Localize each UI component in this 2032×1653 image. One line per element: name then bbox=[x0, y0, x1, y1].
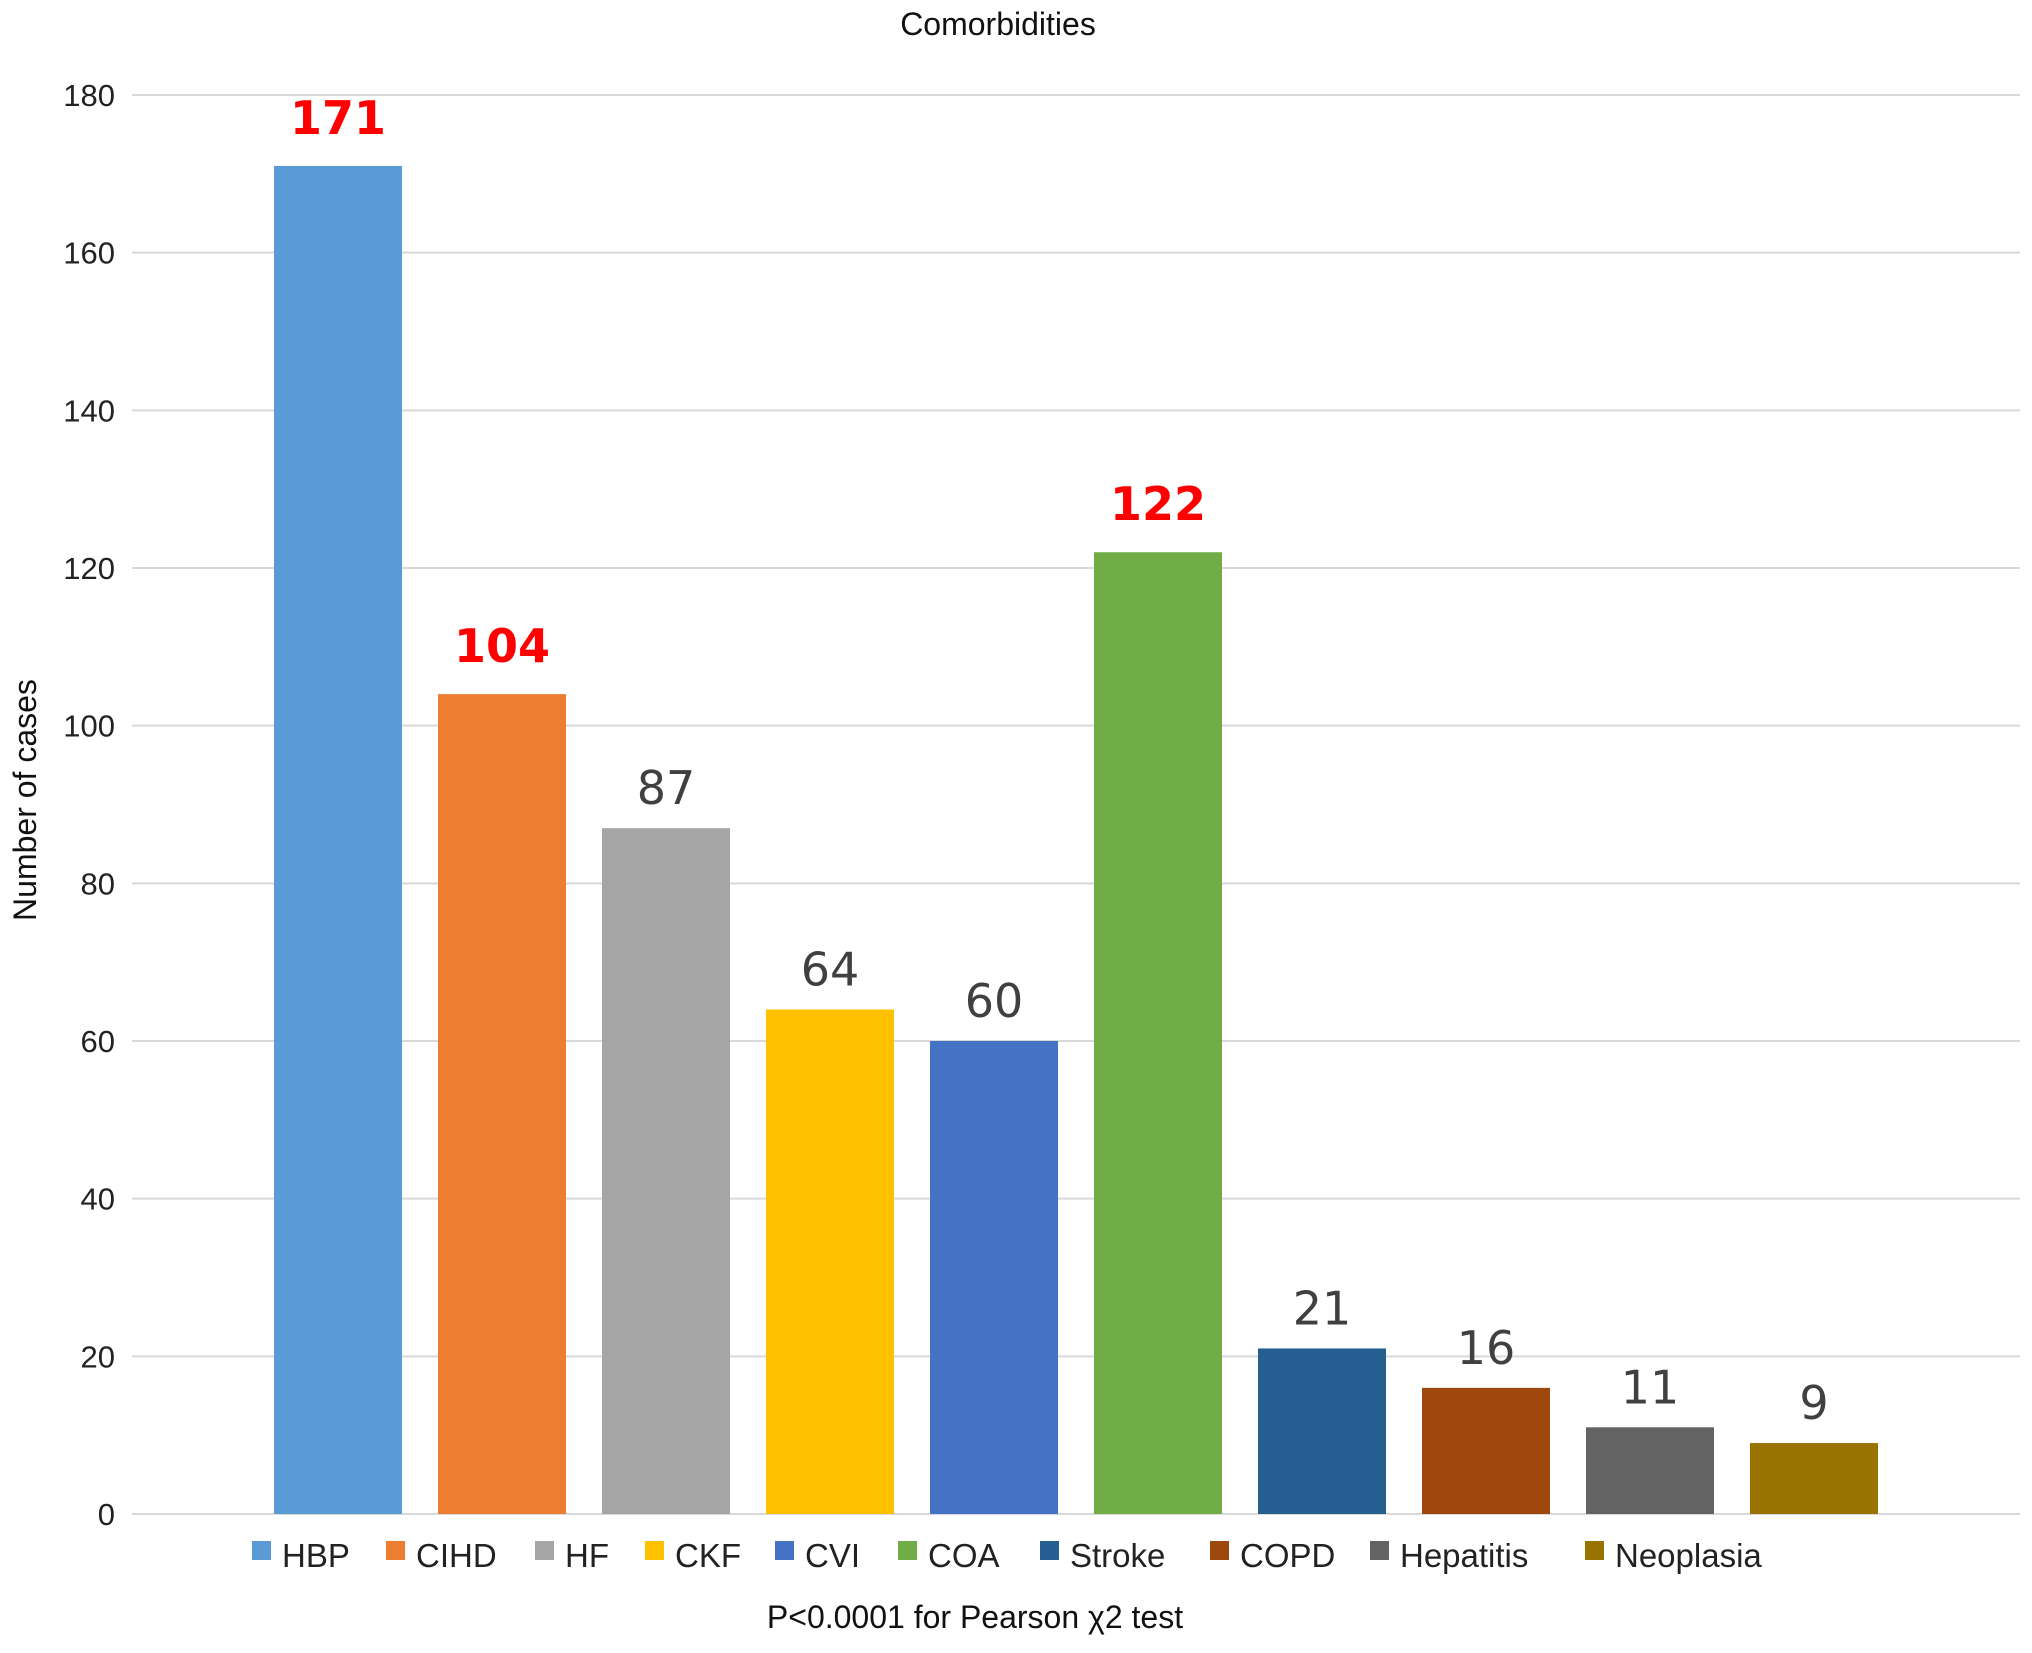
legend-label-hepatitis: Hepatitis bbox=[1400, 1537, 1528, 1574]
bar-copd bbox=[1422, 1387, 1550, 1514]
y-axis-label: Number of cases bbox=[7, 679, 43, 921]
legend-label-hbp: HBP bbox=[282, 1537, 350, 1574]
legend-swatch-coa bbox=[898, 1541, 917, 1560]
legend-label-ckf: CKF bbox=[675, 1537, 741, 1574]
legend-label-copd: COPD bbox=[1240, 1537, 1335, 1574]
y-tick-label-160: 160 bbox=[63, 236, 115, 271]
data-label-coa: 122 bbox=[1110, 477, 1206, 531]
y-tick-label-80: 80 bbox=[81, 866, 115, 901]
legend-label-hf: HF bbox=[565, 1537, 609, 1574]
chart-title: Comorbidities bbox=[900, 6, 1096, 42]
y-tick-label-0: 0 bbox=[98, 1497, 115, 1532]
bars bbox=[274, 165, 1878, 1515]
legend-swatch-hf bbox=[535, 1541, 554, 1560]
legend-label-neoplasia: Neoplasia bbox=[1615, 1537, 1762, 1574]
y-tick-label-180: 180 bbox=[63, 78, 115, 113]
y-tick-label-140: 140 bbox=[63, 393, 115, 428]
legend-label-coa: COA bbox=[928, 1537, 1000, 1574]
y-tick-label-100: 100 bbox=[63, 709, 115, 744]
statistical-test-note: P<0.0001 for Pearson χ2 test bbox=[767, 1599, 1183, 1635]
legend-label-cvi: CVI bbox=[805, 1537, 860, 1574]
data-labels: 171 104 87 64 60 122 21 16 11 9 bbox=[290, 91, 1829, 1430]
data-label-stroke: 21 bbox=[1293, 1281, 1352, 1335]
bar-coa bbox=[1094, 552, 1222, 1514]
legend-swatch-neoplasia bbox=[1585, 1541, 1604, 1560]
data-label-hepatitis: 11 bbox=[1621, 1360, 1680, 1414]
legend-swatch-hbp bbox=[252, 1541, 271, 1560]
legend-label-stroke: Stroke bbox=[1070, 1537, 1165, 1574]
data-label-neoplasia: 9 bbox=[1799, 1376, 1828, 1430]
legend: HBP CIHD HF CKF CVI COA Stroke COPD Hepatitis Neo… bbox=[252, 1537, 1762, 1574]
y-tick-label-20: 20 bbox=[81, 1339, 115, 1374]
legend-swatch-ckf bbox=[645, 1541, 664, 1560]
legend-swatch-cihd bbox=[386, 1541, 405, 1560]
y-tick-label-120: 120 bbox=[63, 551, 115, 586]
gridlines bbox=[132, 94, 2020, 1515]
data-label-hbp: 171 bbox=[290, 91, 386, 145]
data-label-ckf: 64 bbox=[801, 942, 860, 996]
y-tick-label-40: 40 bbox=[81, 1182, 115, 1217]
y-axis-tick-labels: 0 20 40 60 80 100 120 140 160 180 bbox=[63, 78, 115, 1532]
legend-swatch-copd bbox=[1210, 1541, 1229, 1560]
bar-neoplasia bbox=[1750, 1443, 1878, 1514]
y-tick-label-60: 60 bbox=[81, 1024, 115, 1059]
bar-hbp bbox=[274, 165, 402, 1515]
legend-swatch-stroke bbox=[1040, 1541, 1059, 1560]
data-label-cvi: 60 bbox=[965, 974, 1024, 1028]
legend-label-cihd: CIHD bbox=[416, 1537, 497, 1574]
bar-hf bbox=[602, 828, 730, 1514]
bar-cvi bbox=[930, 1041, 1058, 1514]
legend-swatch-hepatitis bbox=[1370, 1541, 1389, 1560]
bar-hepatitis bbox=[1586, 1427, 1714, 1514]
bar-ckf bbox=[766, 1009, 894, 1514]
data-label-copd: 16 bbox=[1457, 1321, 1516, 1375]
legend-swatch-cvi bbox=[775, 1541, 794, 1560]
bar-stroke bbox=[1258, 1348, 1386, 1514]
data-label-cihd: 104 bbox=[454, 619, 550, 673]
bar-cihd bbox=[438, 694, 566, 1514]
data-label-hf: 87 bbox=[637, 761, 696, 815]
